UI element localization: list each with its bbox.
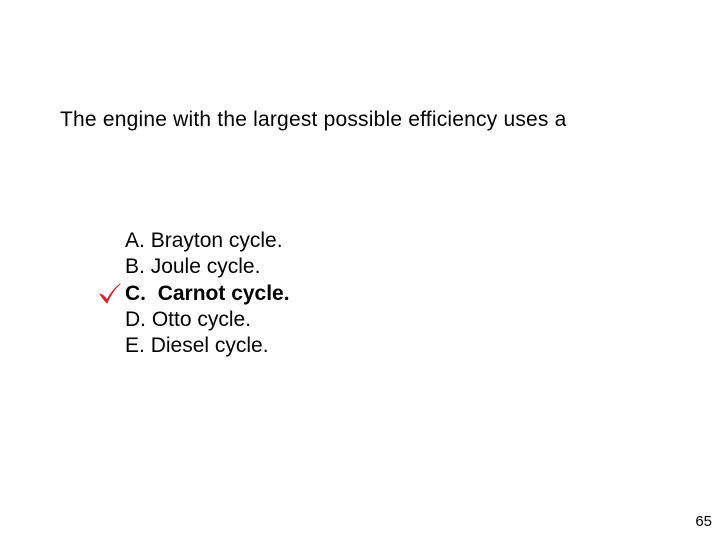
option-text: Joule cycle. [151,255,261,278]
page-number: 65 [695,513,712,530]
options-list: A. Brayton cycle. B. Joule cycle. C. Car… [125,228,290,359]
option-e: E. Diesel cycle. [125,333,290,359]
question-text: The engine with the largest possible eff… [60,108,567,132]
checkmark-icon [97,282,123,306]
option-letter: E. [125,334,145,357]
option-letter: D. [125,308,146,331]
option-text: Diesel cycle. [151,334,269,357]
option-letter: A. [125,229,145,252]
option-text: Otto cycle. [152,308,251,331]
option-text: Brayton cycle. [151,229,283,252]
option-letter: B. [125,255,145,278]
option-c: C. Carnot cycle. [125,281,290,307]
option-text: Carnot cycle. [152,282,290,305]
option-a: A. Brayton cycle. [125,228,290,254]
option-letter: C. [125,282,146,305]
option-d: D. Otto cycle. [125,307,290,333]
option-b: B. Joule cycle. [125,254,290,280]
